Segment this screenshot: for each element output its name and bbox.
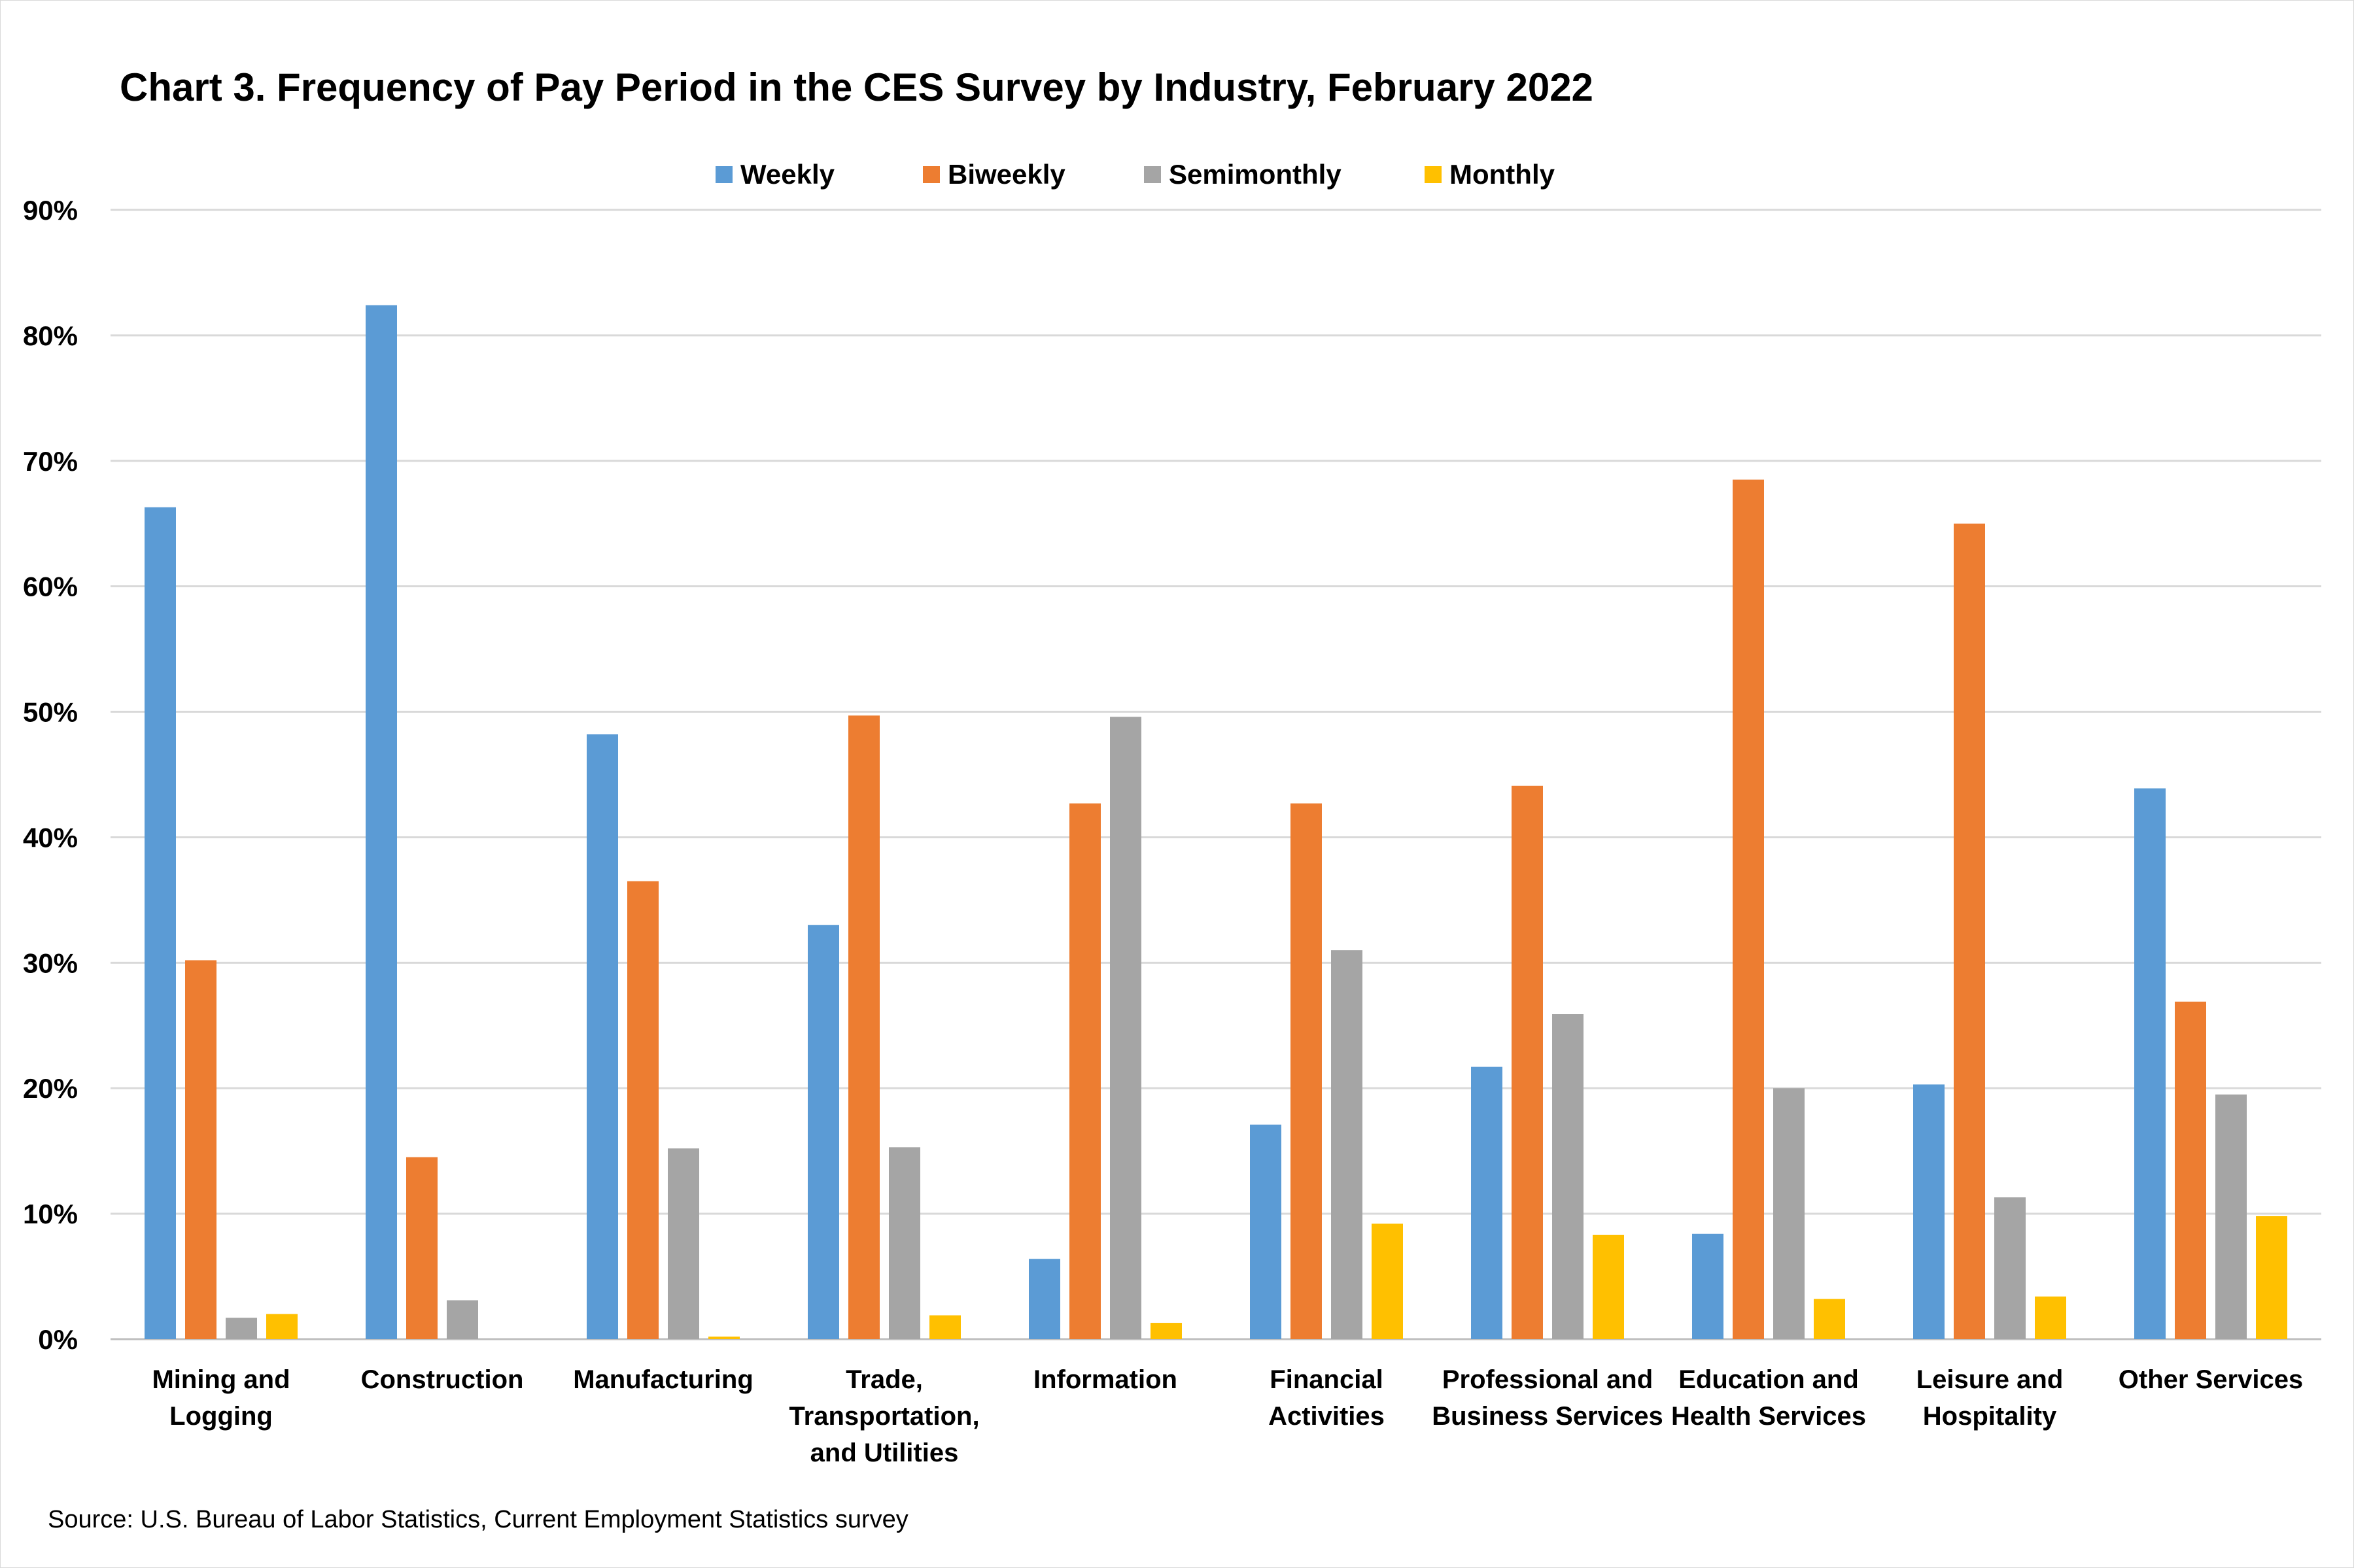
bar-monthly: [1593, 1235, 1624, 1339]
y-tick-label: 20%: [23, 1073, 78, 1104]
bar-weekly: [2134, 788, 2166, 1339]
legend-label: Monthly: [1449, 159, 1555, 190]
bar-biweekly: [627, 881, 659, 1339]
bar-semimonthly: [226, 1318, 257, 1339]
bar-monthly: [266, 1314, 298, 1339]
legend-label: Biweekly: [948, 159, 1065, 190]
bar-semimonthly: [668, 1148, 699, 1339]
category-label: Construction: [361, 1365, 524, 1394]
y-tick-label: 50%: [23, 697, 78, 728]
bar-biweekly: [1954, 523, 1985, 1340]
category-label: Transportation,: [789, 1402, 979, 1431]
category-label: Information: [1033, 1365, 1177, 1394]
bar-monthly: [708, 1337, 740, 1339]
bar-biweekly: [1512, 785, 1543, 1339]
bar-semimonthly: [889, 1147, 920, 1339]
category-label: Logging: [169, 1402, 273, 1431]
category-label: Trade,: [846, 1365, 923, 1394]
bar-semimonthly: [447, 1300, 478, 1339]
bar-monthly: [2035, 1296, 2066, 1339]
bar-biweekly: [1733, 479, 1764, 1340]
bar-monthly: [2256, 1216, 2287, 1339]
bar-semimonthly: [1994, 1197, 2026, 1339]
bar-weekly: [1250, 1124, 1281, 1339]
legend-label: Weekly: [740, 159, 835, 190]
bar-weekly: [1471, 1066, 1502, 1339]
bar-biweekly: [2175, 1001, 2206, 1339]
y-tick-label: 60%: [23, 571, 78, 602]
bar-monthly: [1814, 1299, 1845, 1339]
chart-title: Chart 3. Frequency of Pay Period in the …: [120, 65, 1593, 109]
bar-biweekly: [1290, 803, 1322, 1339]
y-tick-label: 0%: [38, 1324, 78, 1355]
bar-monthly: [1151, 1323, 1182, 1339]
category-label: Business Services: [1432, 1402, 1663, 1431]
bar-biweekly: [185, 960, 216, 1339]
category-label: Financial: [1270, 1365, 1383, 1394]
bar-semimonthly: [1773, 1088, 1805, 1339]
source-note: Source: U.S. Bureau of Labor Statistics,…: [48, 1506, 909, 1533]
category-label: Mining and: [152, 1365, 290, 1394]
bar-biweekly: [1069, 803, 1101, 1339]
category-label: and Utilities: [810, 1439, 959, 1467]
bar-weekly: [1692, 1233, 1723, 1339]
legend-label: Semimonthly: [1169, 159, 1341, 190]
legend-swatch-monthly: [1425, 166, 1442, 183]
bars: [145, 305, 2287, 1340]
y-tick-label: 40%: [23, 822, 78, 853]
legend-swatch-semimonthly: [1144, 166, 1161, 183]
bar-weekly: [1913, 1084, 1945, 1339]
bar-semimonthly: [1110, 717, 1141, 1339]
y-tick-label: 70%: [23, 446, 78, 477]
bar-biweekly: [848, 715, 880, 1339]
y-tick-label: 90%: [23, 195, 78, 226]
y-tick-label: 10%: [23, 1199, 78, 1229]
legend-swatch-weekly: [716, 166, 733, 183]
category-label: Other Services: [2119, 1365, 2303, 1394]
bar-semimonthly: [2215, 1094, 2247, 1339]
bar-weekly: [145, 507, 176, 1340]
gridlines: [111, 209, 2321, 1340]
category-label: Activities: [1268, 1402, 1385, 1431]
bar-weekly: [587, 734, 618, 1339]
x-axis: Mining and Logging Construction Manufacturi…: [152, 1365, 2303, 1467]
bar-semimonthly: [1331, 950, 1362, 1339]
y-tick-label: 80%: [23, 320, 78, 351]
category-label: Professional and: [1442, 1365, 1653, 1394]
legend-swatch-biweekly: [923, 166, 940, 183]
category-label: Leisure and: [1916, 1365, 2064, 1394]
bar-semimonthly: [1552, 1014, 1584, 1339]
bar-monthly: [1372, 1223, 1403, 1339]
bar-weekly: [366, 305, 397, 1339]
category-label: Health Services: [1671, 1402, 1866, 1431]
y-tick-label: 30%: [23, 947, 78, 978]
category-label: Manufacturing: [573, 1365, 753, 1394]
category-label: Education and: [1678, 1365, 1859, 1394]
y-axis: 0% 10% 20% 30% 40% 50% 60% 70% 80% 90%: [23, 195, 78, 1355]
bar-weekly: [1029, 1259, 1060, 1339]
bar-biweekly: [406, 1157, 438, 1339]
bar-weekly: [808, 925, 839, 1339]
bar-monthly: [929, 1315, 961, 1339]
legend: Weekly Biweekly Semimonthly Monthly: [716, 159, 1555, 190]
category-label: Hospitality: [1923, 1402, 2057, 1431]
